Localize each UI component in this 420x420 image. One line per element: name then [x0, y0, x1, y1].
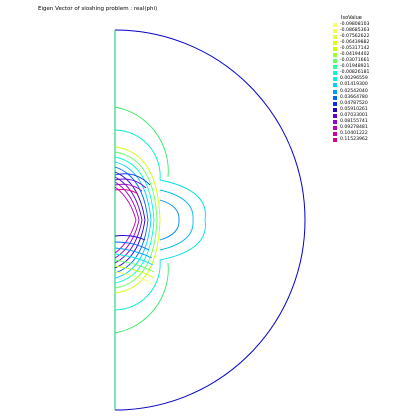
legend-item: -0.08685363	[333, 28, 413, 34]
legend-rows: -0.09808103 -0.08685363 -0.07562622 -0.0643…	[333, 22, 413, 143]
legend-label: 0.03664780	[340, 94, 368, 100]
legend-label: -0.05317142	[340, 46, 370, 52]
legend-swatch	[333, 125, 337, 130]
legend-item: 0.11523962	[333, 137, 413, 143]
contour-upper-band-2	[114, 178, 147, 189]
contour-core-9	[114, 186, 137, 254]
legend-label: -0.04194402	[340, 52, 370, 58]
legend-item: 0.02542040	[333, 89, 413, 95]
legend-swatch	[333, 65, 337, 70]
legend-swatch	[333, 77, 337, 82]
legend-item: -0.04194402	[333, 52, 413, 58]
legend-swatch	[333, 71, 337, 76]
legend-label: -0.06439882	[340, 40, 370, 46]
contour-outer-upper	[114, 106, 169, 178]
legend-item: 0.00296559	[333, 76, 413, 82]
legend-item: 0.08155741	[333, 119, 413, 125]
legend-label: -0.08685363	[340, 28, 370, 34]
contour-core-2	[114, 151, 158, 289]
legend-label: 0.08155741	[340, 118, 368, 124]
legend-item: -0.01948921	[333, 64, 413, 70]
legend-item: 0.03664780	[333, 95, 413, 101]
domain-outer-arc	[114, 29, 306, 411]
legend-label: 0.05910261	[340, 106, 368, 112]
legend-item: -0.07562622	[333, 34, 413, 40]
legend-item: 0.05910261	[333, 107, 413, 113]
contour-core-3	[114, 156, 155, 284]
legend-swatch	[333, 89, 337, 94]
legend-swatch	[333, 41, 337, 46]
legend-swatch	[333, 47, 337, 52]
legend-swatch	[333, 119, 337, 124]
legend-item: -0.09808103	[333, 22, 413, 28]
contour-core-5	[114, 166, 149, 274]
legend-swatch	[333, 137, 337, 142]
legend-swatch	[333, 23, 337, 28]
legend-swatch	[333, 83, 337, 88]
legend-item: -0.05317142	[333, 46, 413, 52]
legend-swatch	[333, 107, 337, 112]
contour-core-7	[114, 176, 143, 264]
contour-lower-band	[114, 235, 155, 285]
contour-lower-band-7	[114, 271, 153, 285]
contour-right-lobe-inner	[159, 199, 180, 241]
contour-right-lobe-mid	[159, 189, 194, 251]
isovalue-legend: IsoValue -0.09808103 -0.08685363 -0.075626…	[333, 14, 413, 143]
plot-title: Eigen Vector of sloshing problem : real(…	[38, 6, 158, 12]
contour-upper-band-1	[114, 173, 151, 186]
legend-label: 0.01419300	[340, 82, 368, 88]
legend-title: IsoValue	[341, 15, 362, 21]
legend-label: -0.03071661	[340, 58, 370, 64]
contour-upper-band-3	[114, 183, 143, 192]
contour-core-6	[114, 171, 146, 269]
legend-swatch	[333, 131, 337, 136]
legend-item: 0.04787520	[333, 101, 413, 107]
legend-swatch	[333, 59, 337, 64]
contour-lower-band-5	[114, 259, 155, 273]
legend-item: -0.03071661	[333, 58, 413, 64]
contour-upper-band-4	[114, 189, 139, 195]
contour-core-1	[114, 146, 161, 294]
contour-right-lobe-outer	[159, 179, 206, 261]
contour-lower-band-4	[114, 253, 154, 266]
legend-swatch	[333, 95, 337, 100]
legend-label: 0.09278481	[340, 124, 368, 130]
legend-label: -0.07562622	[340, 34, 370, 40]
legend-label: -0.01948921	[340, 64, 370, 70]
contour-upper-band	[114, 173, 151, 195]
legend-label: -0.09808103	[340, 22, 370, 27]
legend-label: 0.07033001	[340, 112, 368, 118]
legend-label: 0.00296559	[340, 76, 368, 82]
legend-item: 0.01419300	[333, 82, 413, 88]
legend-item: -0.00826181	[333, 70, 413, 76]
contour-core-8	[114, 181, 140, 259]
legend-item: 0.09278481	[333, 125, 413, 131]
contour-mid-lower	[114, 259, 161, 311]
contour-lower-band-1	[114, 235, 146, 241]
legend-item: -0.06439882	[333, 40, 413, 46]
contour-mid-upper	[114, 129, 161, 181]
legend-label: 0.10401222	[340, 130, 368, 136]
legend-swatch	[333, 101, 337, 106]
legend-swatch	[333, 53, 337, 58]
legend-swatch	[333, 35, 337, 40]
legend-label: 0.04787520	[340, 100, 368, 106]
contour-lower-band-3	[114, 247, 153, 259]
contour-lower-band-2	[114, 241, 150, 251]
contour-lower-band-6	[114, 265, 155, 279]
legend-swatch	[333, 113, 337, 118]
legend-label: 0.11523962	[340, 136, 368, 142]
legend-item: 0.10401222	[333, 131, 413, 137]
legend-label: -0.00826181	[340, 70, 370, 76]
contour-outer-lower	[114, 262, 169, 334]
legend-item: 0.07033001	[333, 113, 413, 119]
legend-swatch	[333, 29, 337, 34]
legend-label: 0.02542040	[340, 88, 368, 94]
